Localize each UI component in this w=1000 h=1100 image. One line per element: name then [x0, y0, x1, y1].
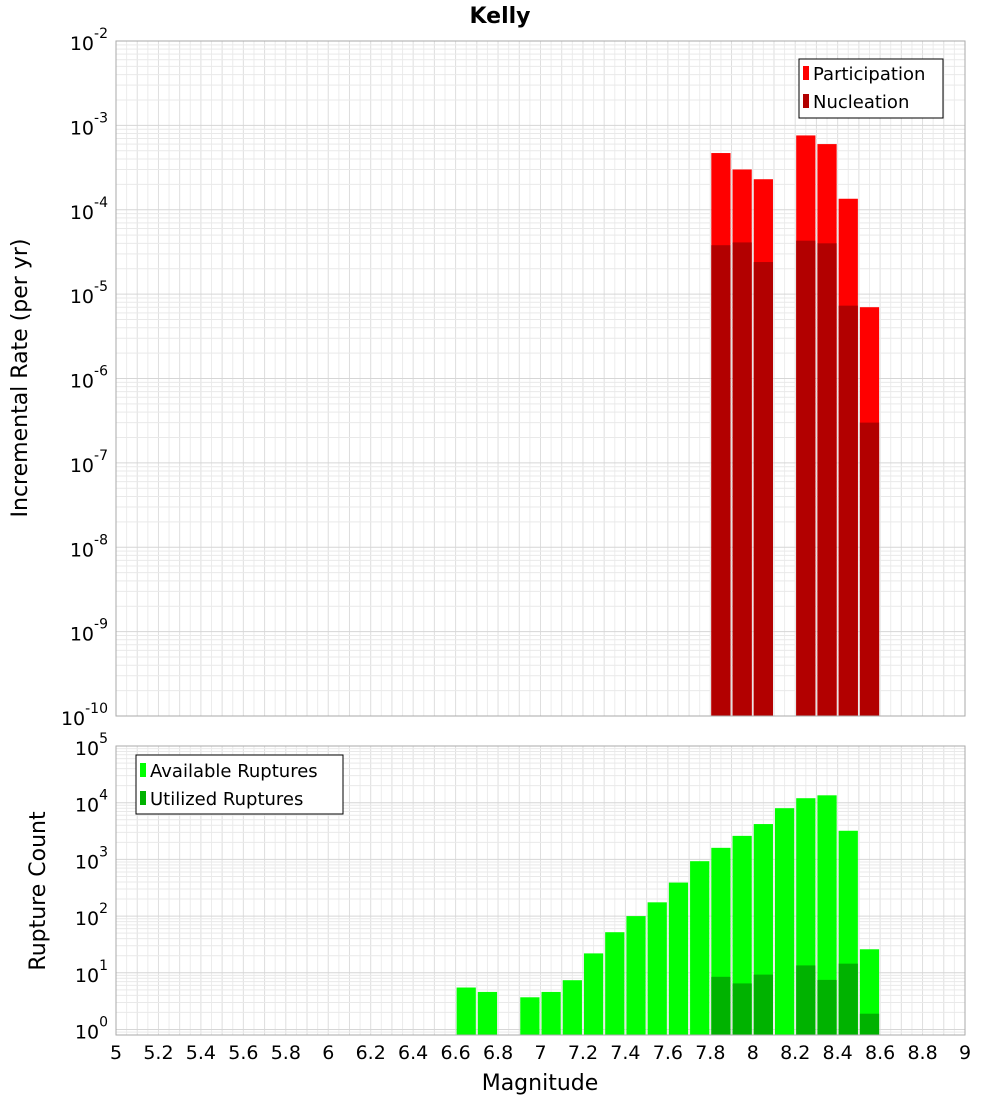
x-tick-label: 7.2 — [568, 1042, 598, 1064]
y-tick-label: 10-4 — [70, 195, 108, 224]
x-tick-label: 6 — [322, 1042, 334, 1064]
x-tick-label: 8.2 — [780, 1042, 810, 1064]
bottom-legend: Available Ruptures Utilized Ruptures — [135, 754, 344, 815]
y-tick-label: 10-10 — [61, 701, 108, 730]
chart-title: Kelly — [469, 4, 530, 29]
x-tick-label: 5.6 — [228, 1042, 258, 1064]
bar-available-ruptures — [541, 991, 561, 1035]
legend-label-participation: Participation — [813, 64, 925, 85]
bottom-y-ticks: 100 101 102 103 104 105 — [75, 731, 108, 1044]
top-legend: Participation Nucleation — [798, 58, 944, 119]
legend-label-nucleation: Nucleation — [813, 92, 909, 113]
y-tick-label: 101 — [75, 958, 108, 987]
bar-utilized-ruptures — [838, 963, 858, 1035]
y-tick-label: 105 — [75, 731, 108, 760]
bar-available-ruptures — [456, 987, 476, 1035]
legend-label-available: Available Ruptures — [150, 761, 318, 782]
y-tick-label: 104 — [75, 788, 108, 817]
bar-utilized-ruptures — [817, 979, 837, 1035]
bar-available-ruptures — [626, 916, 646, 1035]
x-tick-label: 6.2 — [356, 1042, 386, 1064]
bar-nucleation — [838, 305, 858, 716]
bar-available-ruptures — [477, 991, 498, 1035]
bar-available-ruptures — [562, 980, 582, 1035]
legend-label-utilized: Utilized Ruptures — [150, 789, 303, 810]
bar-utilized-ruptures — [796, 965, 816, 1035]
x-tick-label: 8 — [747, 1042, 759, 1064]
x-axis-title: Magnitude — [482, 1071, 599, 1096]
x-tick-label: 5.2 — [143, 1042, 173, 1064]
x-tick-label: 7 — [534, 1042, 546, 1064]
bar-utilized-ruptures — [753, 974, 773, 1035]
bar-nucleation — [817, 243, 837, 717]
x-tick-label: 8.4 — [823, 1042, 853, 1064]
bar-utilized-ruptures — [859, 1013, 880, 1035]
bar-nucleation — [796, 240, 816, 717]
y-tick-label: 10-3 — [70, 110, 108, 139]
y-tick-label: 10-2 — [70, 26, 108, 55]
bar-nucleation — [732, 242, 752, 716]
bar-available-ruptures — [774, 808, 795, 1035]
y-tick-label: 10-8 — [70, 532, 108, 561]
bar-utilized-ruptures — [732, 983, 752, 1035]
x-tick-label: 8.6 — [865, 1042, 895, 1064]
bar-available-ruptures — [668, 882, 689, 1035]
x-ticks: 5 5.2 5.4 5.6 5.8 6 6.2 6.4 6.6 6.8 7 7.2 7.4 7.6 7.8 8… — [110, 1042, 971, 1064]
y-tick-label: 103 — [75, 844, 108, 873]
bar-nucleation — [859, 422, 880, 716]
bar-nucleation — [753, 262, 773, 716]
bar-available-ruptures — [817, 795, 837, 1035]
legend-swatch-participation — [803, 66, 809, 80]
bottom-plot-frame — [115, 745, 966, 1036]
legend-swatch-nucleation — [803, 94, 809, 108]
legend-swatch-available — [140, 763, 146, 777]
legend-swatch-utilized — [140, 791, 146, 805]
bar-available-ruptures — [647, 902, 667, 1035]
bottom-legend-box — [135, 754, 344, 815]
x-tick-label: 9 — [959, 1042, 971, 1064]
x-tick-label: 6.8 — [483, 1042, 513, 1064]
bar-available-ruptures — [605, 932, 625, 1035]
y-tick-label: 102 — [75, 901, 108, 930]
y-tick-label: 10-5 — [70, 279, 108, 308]
x-tick-label: 7.6 — [653, 1042, 683, 1064]
y-tick-label: 10-7 — [70, 448, 108, 477]
x-tick-label: 5.4 — [186, 1042, 216, 1064]
bar-available-ruptures — [583, 953, 604, 1035]
top-grid — [115, 41, 966, 717]
top-legend-box — [798, 58, 944, 119]
top-bars — [711, 135, 880, 717]
bar-available-ruptures — [859, 949, 880, 1035]
top-y-axis-title: Incremental Rate (per yr) — [8, 239, 33, 518]
y-tick-label: 100 — [75, 1015, 108, 1044]
bottom-y-axis-title: Rupture Count — [26, 811, 51, 971]
bar-utilized-ruptures — [711, 976, 731, 1035]
x-tick-label: 8.8 — [907, 1042, 937, 1064]
bar-nucleation — [711, 245, 731, 717]
x-tick-label: 6.4 — [398, 1042, 428, 1064]
x-tick-label: 7.8 — [695, 1042, 725, 1064]
bar-available-ruptures — [690, 861, 710, 1035]
y-tick-label: 10-6 — [70, 364, 108, 393]
x-tick-label: 7.4 — [610, 1042, 640, 1064]
x-tick-label: 5.8 — [271, 1042, 301, 1064]
bar-available-ruptures — [520, 997, 540, 1035]
top-y-ticks: 10-10 10-9 10-8 10-7 10-6 10-5 10-4 10-3 10-2 — [61, 26, 108, 730]
x-tick-label: 5 — [110, 1042, 122, 1064]
bottom-bars — [456, 795, 880, 1035]
x-tick-label: 6.6 — [440, 1042, 470, 1064]
top-plot-frame — [115, 40, 966, 717]
y-tick-label: 10-9 — [70, 617, 108, 646]
